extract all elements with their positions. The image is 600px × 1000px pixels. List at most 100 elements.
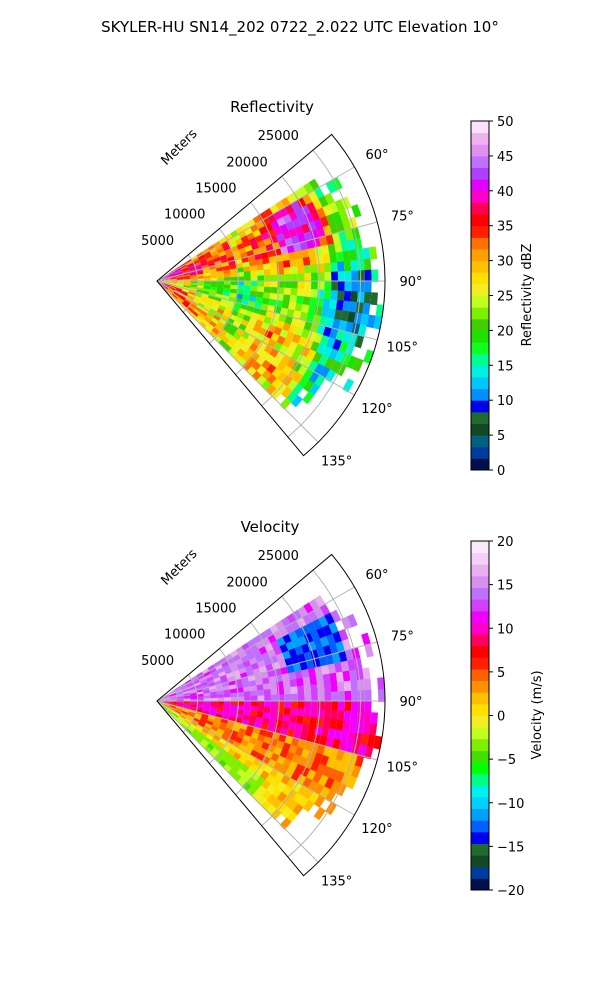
- vel-data-cell: [203, 695, 211, 699]
- vel-data-cell: [175, 691, 183, 695]
- ref-data-cell: [213, 256, 221, 263]
- ref-colorbar-tick-label: 5: [497, 429, 505, 444]
- ref-data-cell: [288, 210, 299, 222]
- vel-data-cell: [209, 728, 217, 735]
- vel-data-cell: [199, 679, 208, 685]
- vel-data-cell: [215, 664, 223, 671]
- vel-data-cell: [323, 777, 335, 791]
- ref-data-cell: [351, 322, 361, 336]
- vel-colorbar-segment: [471, 878, 489, 891]
- ref-data-cell: [254, 253, 263, 261]
- vel-data-cell: [256, 711, 264, 719]
- vel-data-cell: [187, 713, 195, 718]
- vel-data-cell: [211, 737, 219, 745]
- vel-data-cell: [183, 705, 191, 709]
- ref-data-cell: [285, 220, 296, 232]
- vel-data-cell: [174, 688, 182, 693]
- vel-data-cell: [353, 657, 363, 671]
- vel-data-cell: [337, 681, 345, 693]
- vel-data-cell: [194, 713, 202, 719]
- vel-data-cell: [217, 697, 225, 702]
- ref-data-cell: [264, 275, 271, 282]
- ref-data-cell: [249, 290, 258, 298]
- vel-data-cell: [360, 733, 369, 747]
- vel-colorbar-segment: [471, 564, 489, 577]
- ref-data-cell: [328, 327, 339, 340]
- vel-azimuth-tick-label: 75°: [391, 629, 414, 644]
- ref-data-cell: [211, 317, 219, 325]
- ref-data-cell: [300, 328, 311, 340]
- vel-data-cell: [344, 648, 354, 662]
- vel-data-cell: [163, 695, 170, 699]
- ref-data-cell: [309, 255, 318, 266]
- ref-data-cell: [170, 283, 177, 286]
- vel-colorbar-segment: [471, 843, 489, 856]
- ref-data-cell: [338, 230, 348, 243]
- ref-data-cell: [346, 355, 358, 370]
- vel-data-cell: [225, 723, 234, 731]
- ref-data-cell: [230, 281, 238, 286]
- vel-data-cell: [307, 725, 316, 736]
- ref-data-cell: [297, 364, 308, 377]
- vel-data-cell: [209, 667, 217, 674]
- ref-azimuth-spoke: [156, 280, 378, 341]
- ref-data-cell: [320, 244, 330, 256]
- vel-data-cell: [208, 740, 217, 748]
- ref-data-cell: [169, 285, 176, 290]
- ref-data-cell: [188, 266, 196, 271]
- vel-data-cell: [326, 633, 336, 646]
- vel-data-cell: [342, 670, 351, 683]
- ref-data-cell: [261, 297, 270, 306]
- vel-data-cell: [256, 684, 264, 692]
- ref-colorbar-segment: [471, 283, 489, 296]
- vel-data-cell: [243, 710, 251, 717]
- ref-data-cell: [193, 295, 201, 301]
- vel-data-cell: [232, 654, 241, 662]
- vel-data-cell: [200, 715, 209, 721]
- vel-data-cell: [170, 702, 178, 705]
- ref-data-cell: [242, 261, 250, 268]
- ref-data-cell: [187, 293, 195, 298]
- vel-data-cell: [270, 688, 278, 696]
- ref-data-cell: [220, 240, 229, 248]
- ref-data-cell: [302, 193, 313, 206]
- ref-data-cell: [215, 244, 223, 251]
- vel-data-cell: [188, 686, 196, 691]
- ref-data-cell: [319, 334, 330, 347]
- vel-data-cell: [177, 698, 184, 701]
- ref-data-cell: [335, 251, 344, 264]
- ref-data-cell: [201, 293, 209, 298]
- vel-data-cell: [218, 725, 226, 732]
- ref-data-cell: [176, 284, 184, 287]
- vel-data-cell: [213, 660, 222, 668]
- ref-data-cell: [247, 254, 256, 262]
- ref-data-cell: [170, 276, 177, 279]
- ref-data-cell: [195, 291, 203, 296]
- vel-data-cell: [186, 680, 193, 686]
- ref-data-cell: [170, 281, 178, 284]
- ref-colorbar-segment: [471, 376, 489, 390]
- vel-data-cell: [316, 744, 326, 756]
- vel-data-cell: [267, 649, 277, 659]
- ref-data-cell: [211, 327, 220, 336]
- ref-colorbar-segment: [471, 423, 489, 436]
- vel-data-cell: [214, 744, 223, 752]
- vel-colorbar-segment: [471, 634, 489, 647]
- ref-data-cell: [250, 270, 258, 277]
- ref-data-cell: [313, 332, 323, 345]
- ref-data-cell: [212, 302, 220, 309]
- ref-range-tick-label: 5000: [141, 234, 174, 249]
- vel-data-cell: [338, 740, 348, 753]
- ref-range-tick-label: 10000: [164, 208, 205, 223]
- ref-colorbar-tick-label: 0: [497, 464, 505, 479]
- vel-data-cell: [297, 701, 305, 710]
- vel-data-cell: [219, 721, 228, 728]
- vel-data-cell: [180, 723, 187, 730]
- vel-data-cell: [377, 677, 385, 691]
- ref-data-cell: [210, 281, 218, 285]
- vel-data-cell: [357, 679, 365, 692]
- vel-data-cell: [200, 681, 209, 687]
- ref-data-cell: [268, 255, 277, 264]
- ref-data-cell: [203, 283, 211, 287]
